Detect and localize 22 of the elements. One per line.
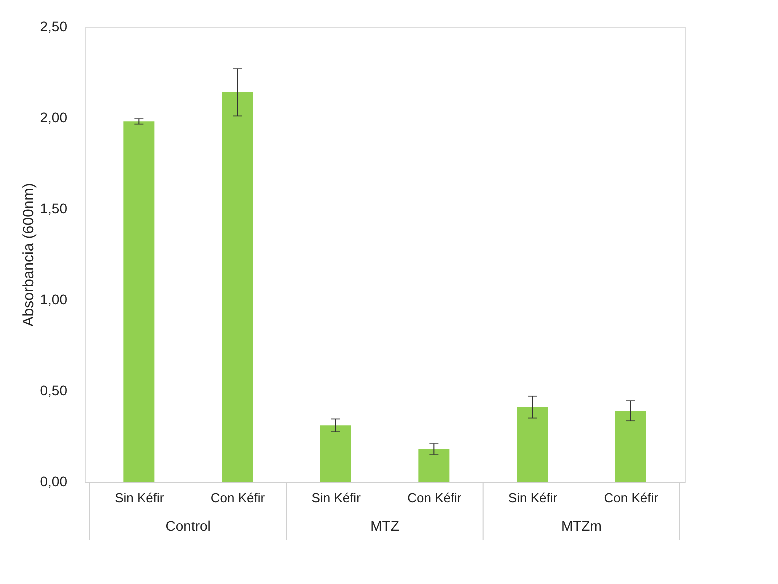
y-tick-label: 1,00: [40, 292, 68, 308]
x-tick-label: Con Kéfir: [604, 490, 660, 506]
y-axis-title: Absorbancia (600nm): [20, 183, 38, 327]
bar: [418, 449, 450, 482]
y-tick-label: 0,50: [40, 382, 68, 398]
bar: [124, 122, 155, 482]
bar: [320, 426, 352, 482]
y-tick-label: 2,50: [40, 18, 68, 34]
x-tick-label: Sin Kéfir: [115, 490, 165, 506]
text: Control: [166, 518, 211, 534]
x-tick-label: Sin Kéfir: [508, 490, 558, 506]
x-tick-label: Con Kéfir: [408, 490, 462, 506]
bar: [517, 407, 548, 482]
bar: [615, 411, 646, 482]
y-tick-label: 2,00: [40, 110, 68, 126]
y-tick-label: 0,00: [40, 474, 68, 490]
text: MTZm: [561, 518, 602, 534]
y-tick-label: 1,50: [40, 200, 68, 216]
x-tick-label: Con Kéfir: [210, 490, 266, 506]
x-tick-label: Sin Kéfir: [312, 490, 362, 506]
text: MTZ: [370, 518, 400, 534]
bar: [222, 92, 253, 482]
